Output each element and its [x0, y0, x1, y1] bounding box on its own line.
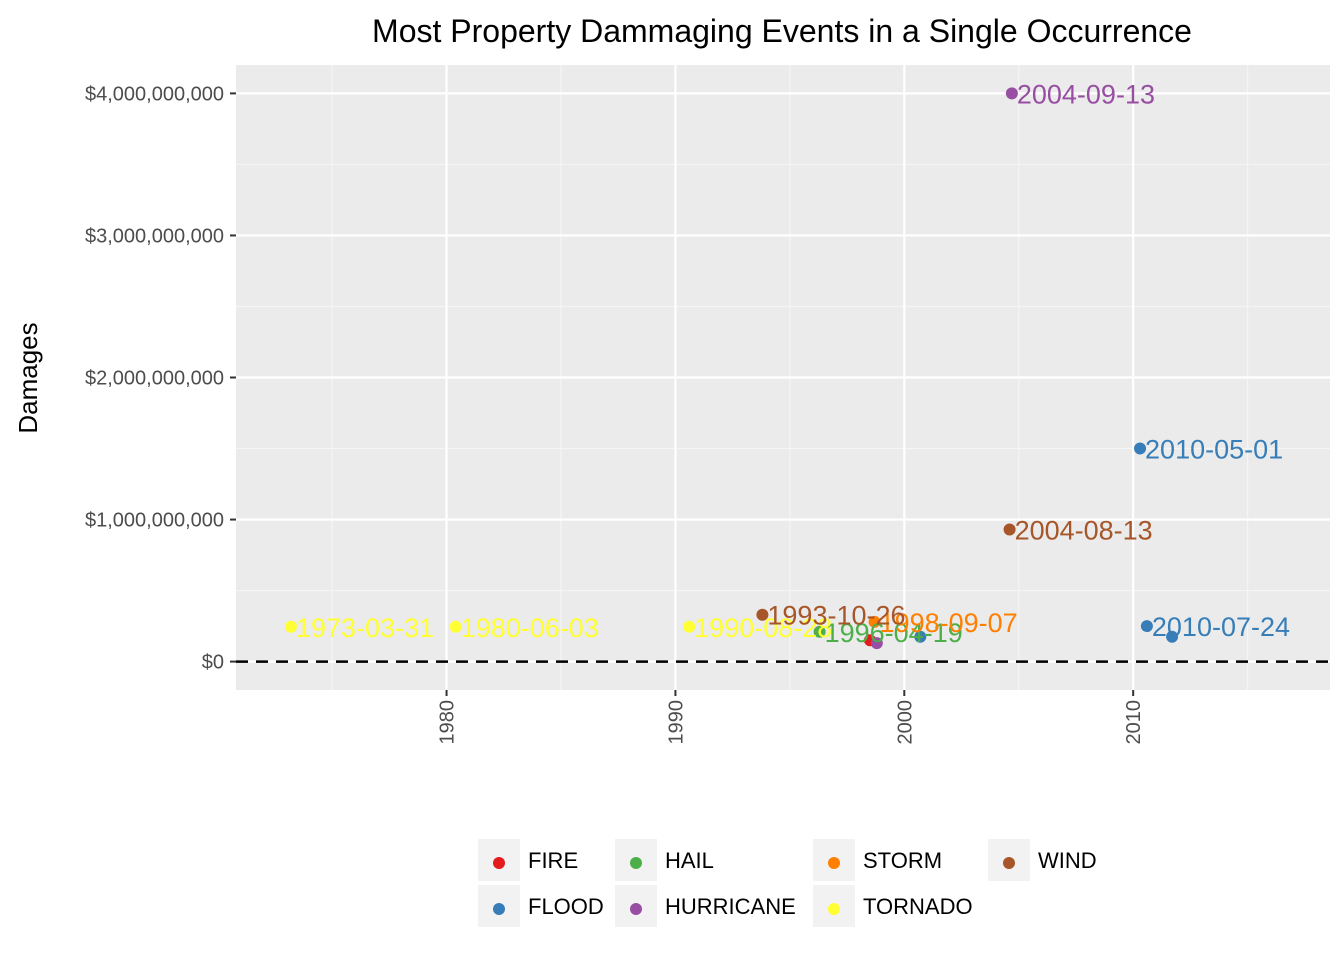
- data-label: 2004-09-13: [1017, 79, 1155, 109]
- x-tick-label: 2000: [894, 700, 916, 745]
- data-label: 1996-04-19: [825, 618, 963, 648]
- data-point: [284, 620, 297, 633]
- data-point: [683, 620, 696, 633]
- legend-entry-label: FIRE: [528, 848, 578, 873]
- y-axis-label: Damages: [13, 322, 43, 433]
- data-label: 2010-07-24: [1152, 612, 1290, 642]
- data-point: [756, 608, 769, 621]
- legend-marker: [828, 857, 840, 869]
- data-label: 1990-08-28: [694, 613, 832, 643]
- data-point: [1005, 87, 1018, 100]
- legend-entry-label: HAIL: [665, 848, 714, 873]
- legend-marker: [1003, 857, 1015, 869]
- data-point: [1134, 442, 1147, 455]
- legend-entry-label: STORM: [863, 848, 942, 873]
- plot-area: 1980 1990 2000 2010 $0 $1,000,000,000 $2,000,0…: [85, 65, 1330, 745]
- legend-marker: [493, 903, 505, 915]
- data-label: 2004-08-13: [1015, 515, 1153, 545]
- y-tick-label: $1,000,000,000: [85, 510, 224, 532]
- legend-entry-label: WIND: [1038, 848, 1097, 873]
- legend-entry-label: TORNADO: [863, 894, 973, 919]
- legend-marker: [828, 903, 840, 915]
- data-point: [813, 625, 826, 638]
- data-point: [449, 620, 462, 633]
- x-tick-label: 1990: [665, 700, 687, 745]
- legend-entry-label: HURRICANE: [665, 894, 796, 919]
- data-point: [1166, 630, 1179, 643]
- x-tick-label: 1980: [437, 700, 459, 745]
- y-tick-label: $3,000,000,000: [85, 225, 224, 247]
- y-tick-label: $0: [202, 652, 224, 674]
- y-tick-label: $4,000,000,000: [85, 83, 224, 105]
- legend-entry-label: FLOOD: [528, 894, 604, 919]
- data-label: 1973-03-31: [296, 613, 434, 643]
- x-tick-label: 2010: [1123, 700, 1145, 745]
- data-point: [1003, 523, 1016, 536]
- chart-title: Most Property Dammaging Events in a Sing…: [372, 13, 1192, 49]
- legend-marker: [493, 857, 505, 869]
- data-point: [868, 615, 881, 628]
- data-label: 1998-09-07: [880, 608, 1018, 638]
- y-tick-label: $2,000,000,000: [85, 368, 224, 390]
- data-label: 2010-05-01: [1145, 435, 1283, 465]
- legend-marker: [630, 903, 642, 915]
- legend: FIRE HAIL STORM WIND FLOOD HURRICANE TORNADO: [478, 839, 1097, 927]
- data-point: [870, 637, 883, 650]
- data-point: [1140, 620, 1153, 633]
- data-label: 1993-10-26: [767, 601, 905, 631]
- data-point: [914, 630, 927, 643]
- legend-marker: [630, 857, 642, 869]
- data-label: 1980-06-03: [461, 613, 599, 643]
